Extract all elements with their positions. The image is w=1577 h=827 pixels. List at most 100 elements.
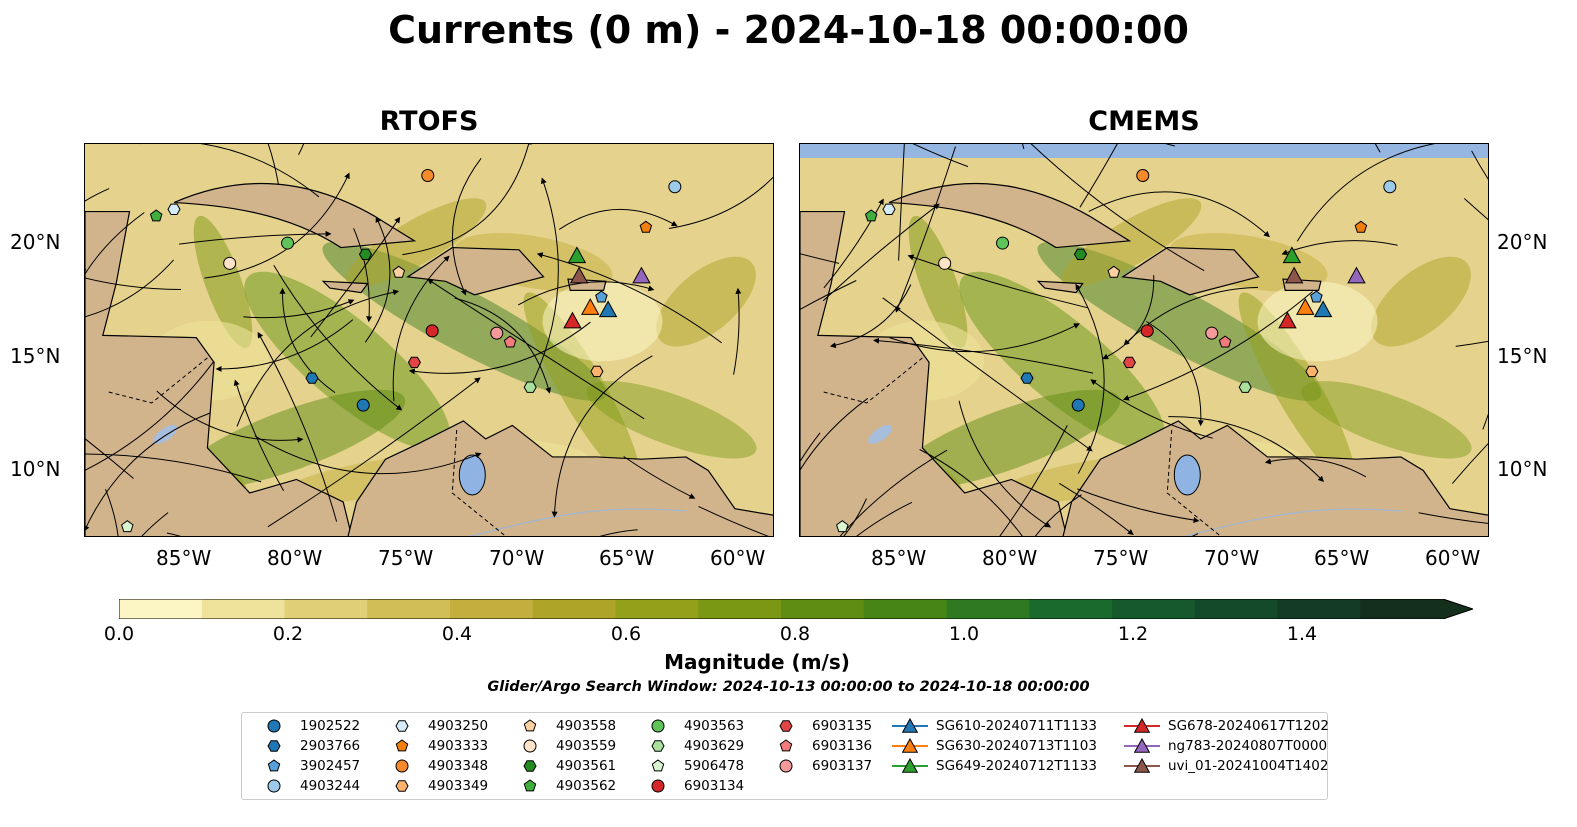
- station-marker-6903134[interactable]: [425, 324, 439, 338]
- legend-label: 4903561: [556, 758, 617, 774]
- station-marker-SG649-20240712T1133[interactable]: [1282, 246, 1302, 264]
- station-marker-6903135[interactable]: [407, 356, 421, 369]
- legend-label: 6903134: [684, 778, 745, 794]
- colorbar-tick: 0.8: [779, 623, 811, 645]
- legend-marker-pentagon-icon: [523, 719, 537, 732]
- colorbar-label: Magnitude (m/s): [664, 650, 850, 674]
- legend-label: 4903250: [428, 718, 489, 734]
- station-marker-4903562[interactable]: [864, 209, 878, 222]
- colorbar-tick: 1.4: [1286, 623, 1318, 645]
- station-marker-4903349[interactable]: [1305, 365, 1319, 378]
- station-marker-ng783-20240807T0000[interactable]: [632, 266, 651, 284]
- legend-marker-hexagon-icon: [651, 740, 665, 752]
- legend: 1902522 2903766 3902457 4903244 4903250 49033…: [241, 712, 1329, 800]
- station-marker-4903629[interactable]: [523, 381, 537, 393]
- station-marker-4903559[interactable]: [223, 256, 237, 270]
- station-marker-4903563[interactable]: [281, 236, 295, 250]
- legend-label: 4903559: [556, 738, 617, 754]
- station-marker-4903348[interactable]: [1136, 169, 1150, 183]
- station-marker-SG610-20240711T1133[interactable]: [1313, 300, 1333, 318]
- colorbar-segment: [615, 599, 699, 619]
- map-rtofs[interactable]: [84, 143, 774, 537]
- lon-label-cmems: 65°W: [1314, 546, 1370, 570]
- station-marker-ng783-20240807T0000[interactable]: [1347, 266, 1366, 284]
- station-marker-SG630-20240713T1103[interactable]: [581, 298, 600, 315]
- station-marker-SG649-20240712T1133[interactable]: [567, 246, 587, 264]
- legend-marker-circle-icon: [395, 759, 409, 773]
- lat-label-right: 15°N: [1497, 344, 1548, 368]
- legend-marker-triangle-icon: [892, 717, 928, 733]
- colorbar-tick: 0.4: [441, 623, 473, 645]
- legend-marker-triangle-icon: [1124, 717, 1160, 733]
- legend-marker-pentagon-icon: [267, 759, 281, 772]
- lon-label-cmems: 70°W: [1204, 546, 1260, 570]
- colorbar-segment: [1194, 599, 1279, 619]
- station-marker-4903348[interactable]: [421, 169, 435, 183]
- station-marker-6903134[interactable]: [1140, 324, 1154, 338]
- station-marker-4903563[interactable]: [996, 236, 1010, 250]
- legend-marker-pentagon-icon: [651, 759, 665, 772]
- station-marker-6903137[interactable]: [490, 326, 504, 340]
- legend-marker-hexagon-icon: [395, 780, 409, 792]
- station-marker-4903333[interactable]: [1354, 220, 1368, 233]
- station-marker-4903244[interactable]: [1383, 180, 1397, 194]
- legend-label: 4903333: [428, 738, 489, 754]
- station-marker-4903558[interactable]: [1107, 265, 1121, 278]
- lon-label-rtofs: 85°W: [156, 546, 212, 570]
- search-window-text: Glider/Argo Search Window: 2024-10-13 00…: [487, 679, 1090, 695]
- station-marker-uvi_01-20241004T1402[interactable]: [569, 266, 589, 284]
- colorbar-segment: [781, 599, 865, 619]
- colorbar-tick: 1.2: [1117, 623, 1149, 645]
- map-canvas: [85, 144, 773, 536]
- station-marker-4903250[interactable]: [882, 203, 896, 215]
- colorbar-segment: [863, 599, 948, 619]
- station-marker-3902457[interactable]: [1310, 290, 1323, 303]
- station-marker-SG678-20240617T1202[interactable]: [563, 311, 582, 329]
- legend-marker-triangle-icon: [1124, 737, 1160, 753]
- station-marker-4903244[interactable]: [668, 180, 682, 194]
- station-marker-2903766[interactable]: [1020, 372, 1034, 384]
- station-marker-4903561[interactable]: [358, 248, 373, 260]
- legend-label: SG678-20240617T1202: [1168, 718, 1329, 734]
- colorbar-segment: [450, 599, 534, 619]
- station-marker-4903559[interactable]: [938, 256, 952, 270]
- station-marker-4903561[interactable]: [1073, 248, 1088, 260]
- station-marker-4903250[interactable]: [167, 203, 181, 215]
- legend-marker-circle-icon: [651, 779, 665, 793]
- lon-label-cmems: 85°W: [871, 546, 927, 570]
- station-marker-1902522[interactable]: [356, 398, 370, 412]
- lat-label-left: 15°N: [10, 344, 61, 368]
- legend-marker-hexagon-icon: [395, 720, 409, 732]
- station-marker-5906478[interactable]: [121, 520, 134, 533]
- station-marker-6903136[interactable]: [503, 335, 517, 348]
- station-marker-4903562[interactable]: [149, 209, 163, 222]
- legend-marker-pentagon-icon: [395, 739, 409, 752]
- legend-marker-triangle-icon: [892, 757, 928, 773]
- station-marker-3902457[interactable]: [595, 290, 608, 303]
- station-marker-6903137[interactable]: [1205, 326, 1219, 340]
- station-marker-uvi_01-20241004T1402[interactable]: [1284, 266, 1304, 284]
- lon-label-rtofs: 60°W: [710, 546, 766, 570]
- colorbar-segment: [1277, 599, 1361, 619]
- lon-label-rtofs: 80°W: [267, 546, 323, 570]
- station-marker-6903136[interactable]: [1218, 335, 1232, 348]
- station-marker-2903766[interactable]: [305, 372, 319, 384]
- station-marker-1902522[interactable]: [1071, 398, 1085, 412]
- station-marker-5906478[interactable]: [836, 520, 849, 533]
- panel-title-rtofs: RTOFS: [379, 106, 479, 137]
- legend-label: uvi_01-20241004T1402: [1168, 758, 1329, 774]
- station-marker-SG630-20240713T1103[interactable]: [1296, 298, 1315, 315]
- station-marker-4903629[interactable]: [1238, 381, 1252, 393]
- station-marker-4903558[interactable]: [392, 265, 406, 278]
- map-cmems[interactable]: [799, 143, 1489, 537]
- colorbar-segment: [532, 599, 617, 619]
- station-marker-4903349[interactable]: [590, 365, 604, 378]
- colorbar-segment: [119, 599, 203, 619]
- legend-label: 4903558: [556, 718, 617, 734]
- station-marker-4903333[interactable]: [639, 220, 653, 233]
- station-marker-SG678-20240617T1202[interactable]: [1278, 311, 1297, 329]
- legend-label: 4903563: [684, 718, 745, 734]
- station-marker-6903135[interactable]: [1122, 356, 1136, 369]
- legend-label: 4903349: [428, 778, 489, 794]
- station-marker-SG610-20240711T1133[interactable]: [598, 300, 618, 318]
